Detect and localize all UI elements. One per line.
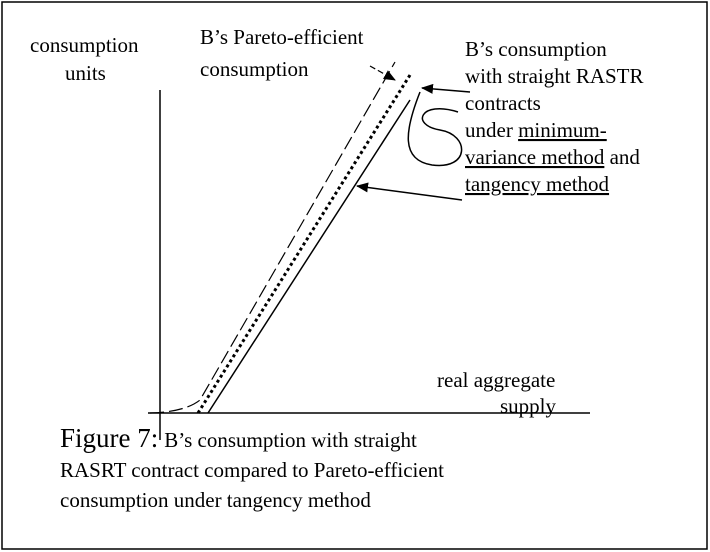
caption-line: Figure 7: B’s consumption with straight [60,423,417,453]
rastr-line [207,99,411,414]
rastr-line: variance method and [465,145,640,169]
x-label: supply [500,394,557,418]
rastr-arrow [421,83,471,94]
y-label: consumption [30,33,139,57]
pareto-label: B’s Pareto-efficient [200,25,364,49]
rastr-line: tangency method [465,172,610,196]
caption-line: RASRT contract compared to Pareto-effici… [60,458,444,482]
text: contracts [465,91,541,115]
rastr-label: B’s consumption with straight RASTR contra… [465,37,644,196]
text: and [604,145,640,169]
underlined-text: minimum- [518,118,607,142]
underlined-text: variance method [465,145,605,169]
y-label: units [65,61,106,85]
pareto-arrow [369,65,396,81]
rastr-line: B’s consumption [465,37,607,61]
rastr-line: with straight RASTR [465,64,644,88]
caption-line: consumption under tangency method [60,488,371,512]
rastr-line: under minimum- [465,118,607,142]
tangency-arrow [356,182,463,201]
underlined-text: tangency method [465,172,610,196]
dotted-line [196,74,412,414]
caption-text: B’s consumption with straight [164,428,417,452]
x-label: real aggregate [437,368,555,392]
text: with straight RASTR [465,64,644,88]
loop-arrow [407,91,463,167]
text: under [465,118,518,142]
caption-prefix: Figure 7: [60,423,158,453]
pareto-label: consumption [200,57,309,81]
rastr-line: contracts [465,91,541,115]
text: B’s consumption [465,37,607,61]
pareto-curve [149,61,396,414]
